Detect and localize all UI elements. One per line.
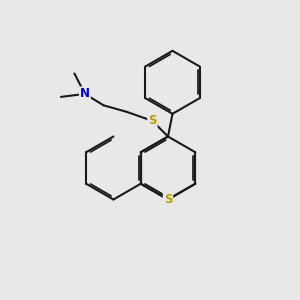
Text: S: S xyxy=(148,114,157,128)
Text: S: S xyxy=(164,193,172,206)
Text: N: N xyxy=(80,87,90,101)
